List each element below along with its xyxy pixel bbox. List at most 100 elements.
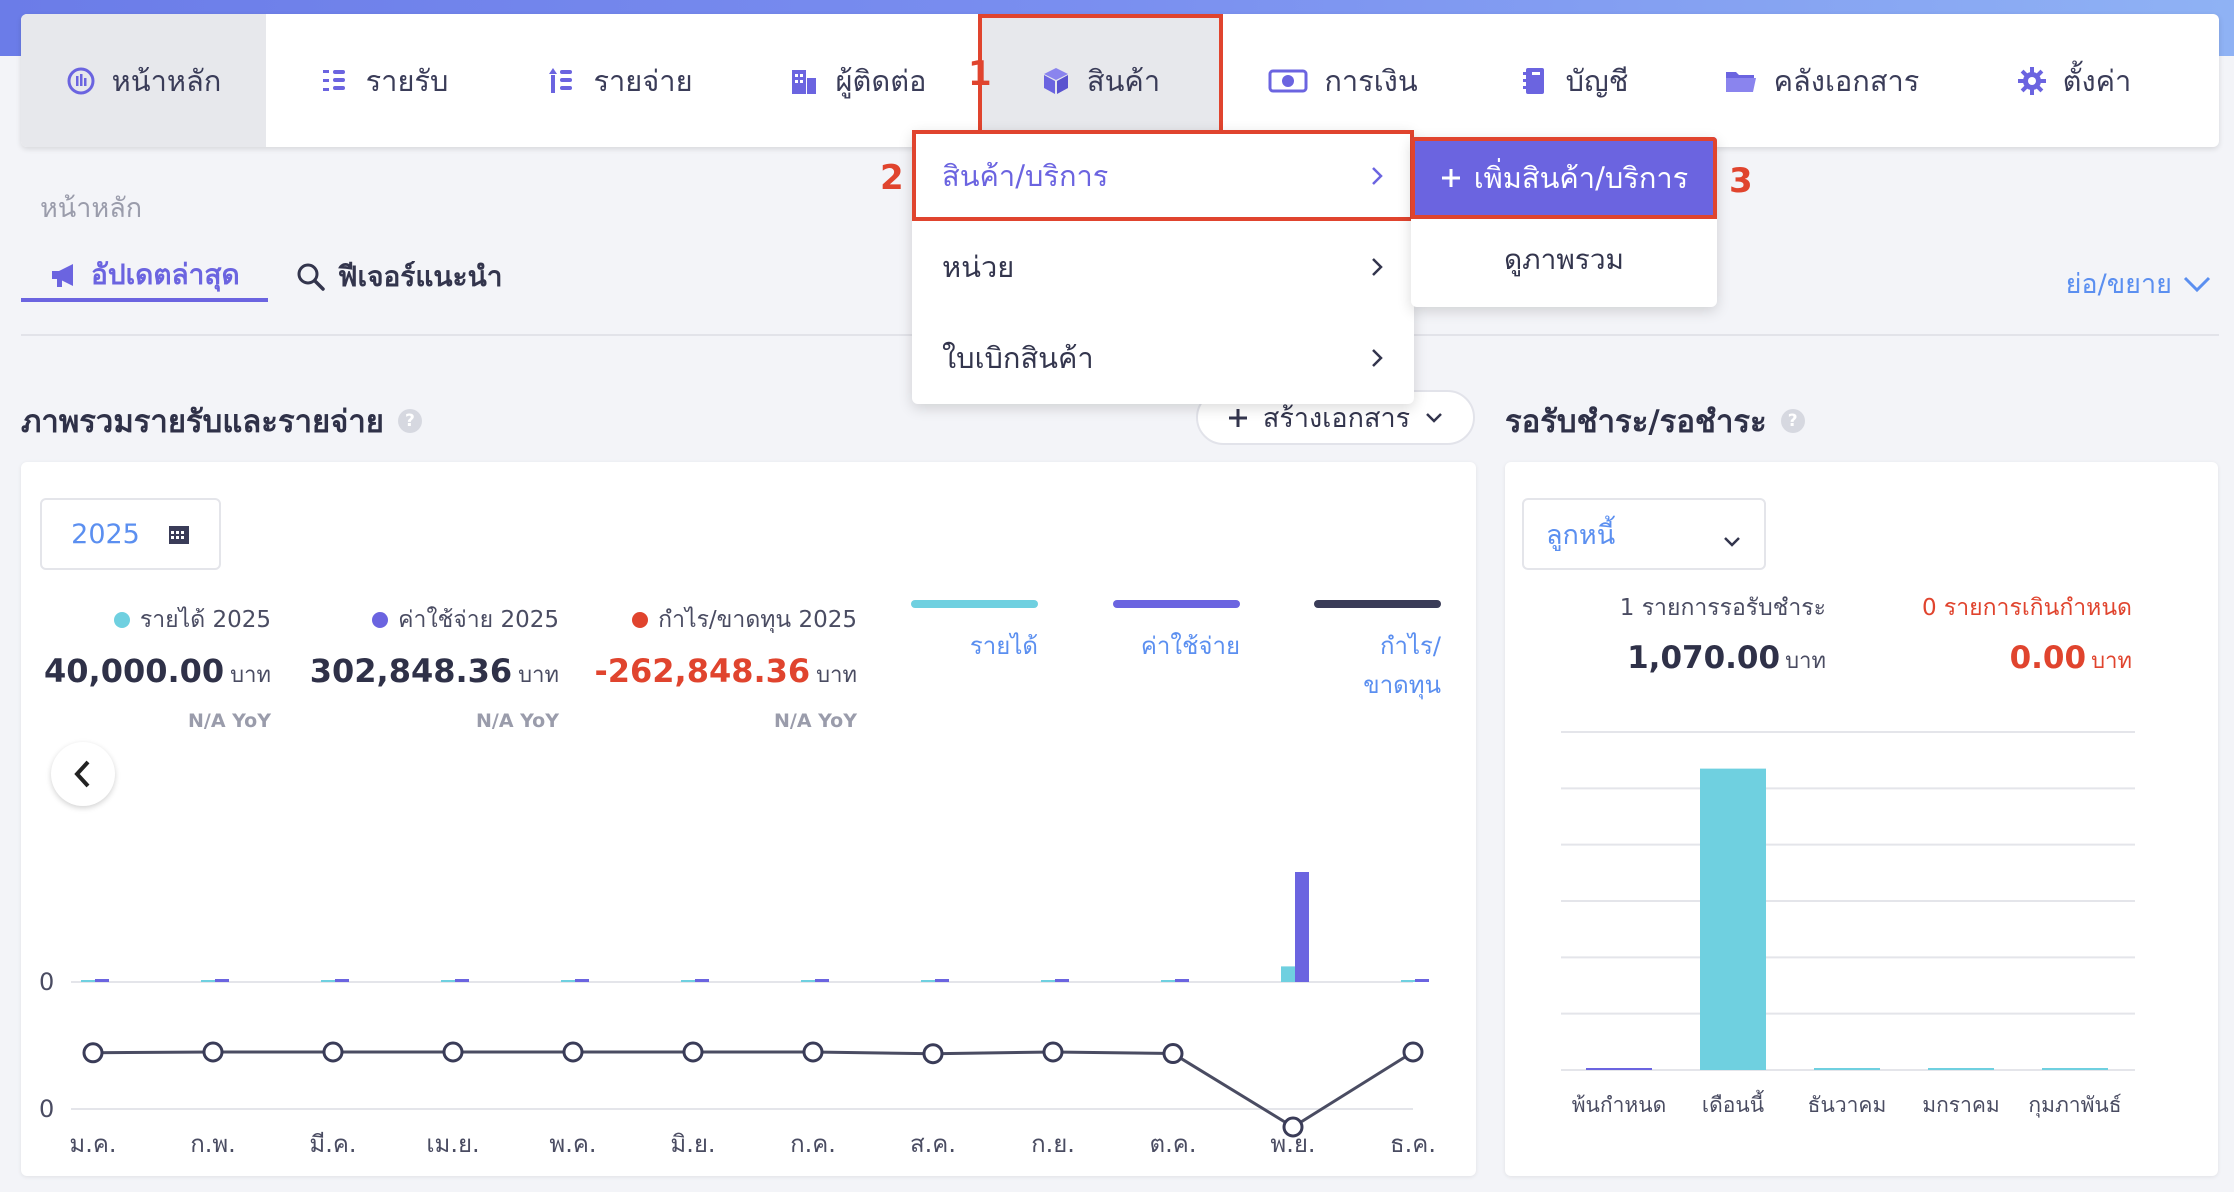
nav-label: การเงิน — [1324, 63, 1418, 98]
help-icon[interactable]: ? — [397, 409, 422, 433]
dashboard-icon — [67, 67, 95, 94]
contacts-icon — [791, 69, 816, 94]
feed-tabs: อัปเดตล่าสุด ฟีเจอร์แนะนำ — [21, 252, 502, 302]
y-tick-label: 0 — [39, 968, 54, 996]
nav-label: หน้าหลัก — [111, 63, 222, 98]
x-tick-label: ส.ค. — [910, 1130, 956, 1158]
income-bar — [1401, 980, 1415, 982]
box-icon — [1043, 67, 1068, 94]
menu-item-units[interactable]: หน่วย — [912, 221, 1414, 312]
profit-point — [322, 1041, 344, 1063]
ledger-icon — [1522, 67, 1544, 94]
expense-bar — [335, 979, 349, 982]
nav-item-accounting[interactable]: บัญชี — [1463, 14, 1685, 147]
view-overview-button[interactable]: ดูภาพรวม — [1411, 219, 1717, 301]
menu-item-label: หน่วย — [942, 249, 1015, 284]
pending-value: 1,070.00 — [1627, 640, 1781, 676]
nav-item-products[interactable]: สินค้า — [978, 14, 1223, 147]
legend-label: ค่าใช้จ่าย — [1140, 632, 1240, 660]
receivable-bar — [1586, 1068, 1652, 1070]
income-bar — [561, 980, 575, 982]
collapse-label: ย่อ/ขยาย — [2065, 269, 2172, 300]
expense-bar — [1175, 979, 1189, 982]
receivable-title-text: รอรับชำระ/รอชำระ — [1505, 404, 1767, 440]
profit-point — [1282, 1116, 1304, 1138]
tab-label: ฟีเจอร์แนะนำ — [337, 260, 503, 293]
overdue-label: 0 รายการเกินกำหนด — [1921, 595, 2132, 621]
expense-bar — [455, 979, 469, 982]
overview-chart: 0 0 ม.ค. ก.พ. มี.ค. เม.ย. พ.ค. มิ.ย. ก.ค. ส.ค. ก.ย… — [39, 872, 1436, 1158]
receivable-chart: พ้นกำหนด เดือนนี้ ธันวาคม มกราคม กุมภาพันธ์ — [1561, 731, 2135, 1118]
expense-bar — [215, 979, 229, 982]
profit-dot-icon — [632, 612, 649, 628]
x-tick-label: เดือนนี้ — [1702, 1090, 1764, 1117]
view-overview-label: ดูภาพรวม — [1503, 243, 1625, 276]
nav-item-finance[interactable]: การเงิน — [1223, 14, 1463, 147]
nav-label: ผู้ติดต่อ — [835, 63, 927, 98]
income-icon — [322, 69, 345, 91]
x-tick-label: ม.ค. — [69, 1130, 116, 1158]
kpi-yoy: N/A YoY — [774, 710, 857, 732]
income-bar — [1161, 980, 1175, 982]
kpi-label: ค่าใช้จ่าย 2025 — [398, 607, 559, 633]
legend-expense[interactable]: ค่าใช้จ่าย — [1113, 600, 1240, 665]
annotation-step-2: 2 — [880, 158, 904, 198]
nav-item-expense[interactable]: รายจ่าย — [502, 14, 738, 147]
year-picker[interactable]: 2025 — [40, 498, 221, 570]
nav-item-settings[interactable]: ตั้งค่า — [1958, 14, 2190, 147]
x-tick-label: มกราคม — [1922, 1093, 2000, 1117]
tab-recommended-features[interactable]: ฟีเจอร์แนะนำ — [296, 252, 503, 302]
receivable-bar — [1928, 1068, 1994, 1070]
kpi-label: รายได้ 2025 — [139, 607, 271, 633]
receivable-bar — [1814, 1068, 1880, 1070]
menu-item-label: สินค้า/บริการ — [942, 158, 1109, 193]
profit-point — [562, 1041, 584, 1063]
add-product-label: เพิ่มสินค้า/บริการ — [1473, 161, 1689, 195]
money-icon — [1268, 69, 1308, 92]
receivable-card: ลูกหนี้ 1 รายการรอรับชำระ 1,070.00 บาท 0… — [1505, 462, 2218, 1176]
nav-item-contacts[interactable]: ผู้ติดต่อ — [738, 14, 978, 147]
nav-item-home[interactable]: หน้าหลัก — [21, 14, 266, 147]
expense-bar — [1055, 979, 1069, 982]
nav-label: รายจ่าย — [593, 63, 693, 98]
x-tick-label: มิ.ย. — [670, 1130, 715, 1158]
breadcrumb[interactable]: หน้าหลัก — [40, 193, 143, 224]
nav-label: รายรับ — [365, 63, 449, 98]
kpi-value: 40,000.00 บาท — [44, 652, 271, 690]
tab-latest-updates[interactable]: อัปเดตล่าสุด — [21, 252, 268, 302]
menu-item-products-services[interactable]: สินค้า/บริการ — [912, 130, 1414, 221]
chevron-right-icon — [1372, 166, 1383, 185]
legend-income[interactable]: รายได้ — [911, 600, 1038, 665]
expense-bar — [815, 979, 829, 982]
legend-expense-swatch — [1113, 600, 1240, 608]
nav-item-documents[interactable]: คลังเอกสาร — [1685, 14, 1958, 147]
calendar-icon — [168, 526, 189, 544]
receivable-type-select[interactable]: ลูกหนี้ — [1522, 498, 1766, 570]
nav-item-income[interactable]: รายรับ — [266, 14, 502, 147]
kpi-yoy: N/A YoY — [188, 710, 271, 732]
income-bar — [801, 980, 815, 982]
profit-point — [682, 1041, 704, 1063]
menu-item-stock-requisition[interactable]: ใบเบิกสินค้า — [912, 312, 1414, 403]
legend-label: รายได้ — [969, 632, 1038, 660]
x-tick-label: ก.ย. — [1031, 1130, 1075, 1158]
profit-point — [1162, 1043, 1184, 1065]
help-icon[interactable]: ? — [1780, 409, 1805, 433]
kpi-value: 302,848.36 บาท — [309, 652, 559, 690]
legend-profit-swatch — [1314, 600, 1441, 608]
nav-label: สินค้า — [1086, 63, 1161, 98]
overview-title-text: ภาพรวมรายรับและรายจ่าย — [21, 404, 384, 440]
x-tick-label: พ.ค. — [549, 1130, 596, 1158]
collapse-toggle[interactable]: ย่อ/ขยาย — [2066, 262, 2212, 305]
expense-bar — [695, 979, 709, 982]
income-bar — [201, 980, 215, 982]
previous-year-button[interactable] — [51, 742, 115, 806]
x-tick-label: ต.ค. — [1150, 1130, 1197, 1158]
expense-dot-icon — [372, 612, 389, 628]
add-product-button[interactable]: เพิ่มสินค้า/บริการ — [1411, 137, 1717, 219]
income-bar — [1281, 966, 1295, 982]
legend-profit[interactable]: กำไร/ขาดทุน — [1314, 600, 1441, 704]
profit-point — [802, 1041, 824, 1063]
create-document-label: สร้างเอกสาร — [1262, 403, 1411, 434]
x-tick-label: ธันวาคม — [1808, 1093, 1887, 1117]
